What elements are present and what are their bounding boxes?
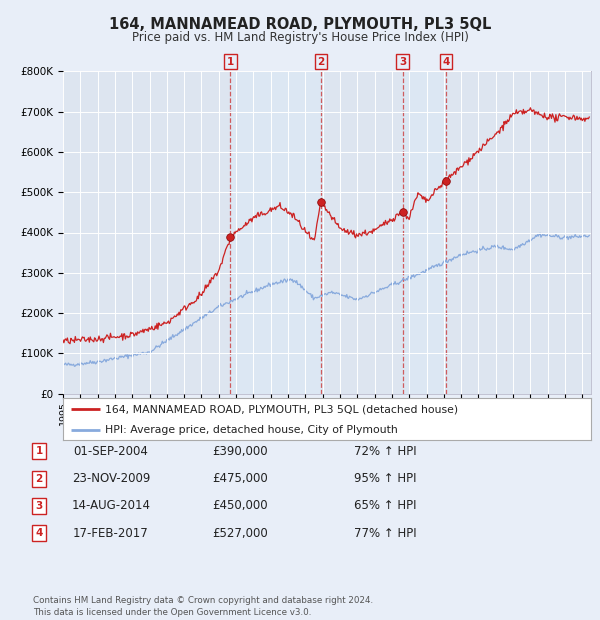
Text: 2: 2 [317,56,325,66]
Text: Contains HM Land Registry data © Crown copyright and database right 2024.
This d: Contains HM Land Registry data © Crown c… [33,596,373,617]
Bar [230,71,321,394]
Text: 77% ↑ HPI: 77% ↑ HPI [354,527,416,539]
Text: 3: 3 [399,56,406,66]
Text: 17-FEB-2017: 17-FEB-2017 [73,527,149,539]
Text: 4: 4 [35,528,43,538]
Text: £390,000: £390,000 [212,445,268,458]
Text: HPI: Average price, detached house, City of Plymouth: HPI: Average price, detached house, City… [105,425,398,435]
Text: 23-NOV-2009: 23-NOV-2009 [72,472,150,485]
Text: £450,000: £450,000 [212,500,268,512]
Text: 164, MANNAMEAD ROAD, PLYMOUTH, PL3 5QL: 164, MANNAMEAD ROAD, PLYMOUTH, PL3 5QL [109,17,491,32]
Text: 14-AUG-2014: 14-AUG-2014 [71,500,151,512]
Text: 1: 1 [35,446,43,456]
Text: £475,000: £475,000 [212,472,268,485]
Text: 01-SEP-2004: 01-SEP-2004 [74,445,148,458]
Text: 65% ↑ HPI: 65% ↑ HPI [354,500,416,512]
Text: 72% ↑ HPI: 72% ↑ HPI [354,445,416,458]
Text: Price paid vs. HM Land Registry's House Price Index (HPI): Price paid vs. HM Land Registry's House … [131,31,469,43]
Text: 4: 4 [442,56,449,66]
Bar [403,71,446,394]
Text: 1: 1 [227,56,234,66]
Text: 95% ↑ HPI: 95% ↑ HPI [354,472,416,485]
Text: 164, MANNAMEAD ROAD, PLYMOUTH, PL3 5QL (detached house): 164, MANNAMEAD ROAD, PLYMOUTH, PL3 5QL (… [105,404,458,414]
Text: 3: 3 [35,501,43,511]
Text: £527,000: £527,000 [212,527,268,539]
Text: 2: 2 [35,474,43,484]
